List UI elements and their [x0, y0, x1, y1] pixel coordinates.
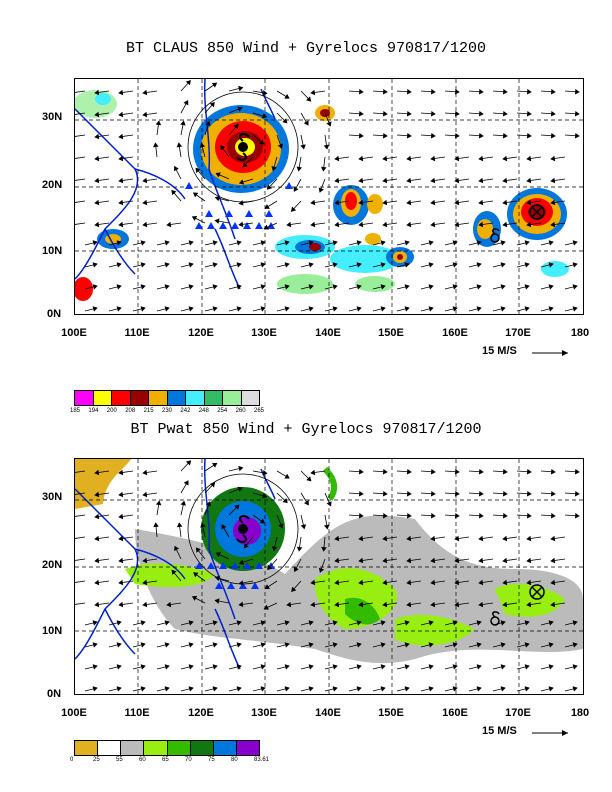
panel1-colorbar-swatch [112, 391, 131, 405]
panel1-colorbar-label: 230 [162, 408, 173, 414]
panel2-scale-arrow [532, 730, 568, 736]
panel2-colorbar-label: 70 [185, 757, 192, 763]
panel1-colorbar-label: 194 [88, 408, 99, 414]
panel1-scale-arrow [532, 350, 568, 356]
panel1-colorbar-label: 215 [143, 408, 154, 414]
panel2-colorbar-label: 75 [208, 757, 215, 763]
panel2-lon-label: 120E [188, 707, 214, 719]
panel1-gyre-circle [187, 91, 299, 203]
panel2-lon-label: 180 [570, 707, 590, 719]
panel1-lat-label: 20N [42, 179, 63, 191]
panel1-lon-label: 130E [251, 327, 277, 339]
panel2-colorbar [74, 740, 260, 756]
panel2-colorbar-swatch [121, 741, 145, 755]
panel2-colorbar-swatch [98, 741, 122, 755]
panel2-colorbar-label: 65 [162, 757, 169, 763]
panel2-lon-label: 170E [505, 707, 531, 719]
panel2-tropical-depression-icon [490, 611, 500, 626]
panel1-tropical-depression-icon [490, 228, 500, 243]
panel1-colorbar-swatch [186, 391, 205, 405]
panel1-gridlines [75, 79, 583, 314]
panel1-map-canvas [75, 79, 583, 314]
panel2-wind-arrows [75, 460, 580, 692]
panel2-gyre-center-icon [529, 584, 545, 600]
panel1-typhoon-symbol [236, 133, 250, 161]
panel1-map [74, 78, 584, 315]
panel2-lon-label: 160E [442, 707, 468, 719]
panel2-colorbar-swatch [144, 741, 168, 755]
panel2-lon-label: 110E [124, 707, 150, 719]
panel1-lon-label: 180 [570, 327, 590, 339]
panel2-colorbar-label: 25 [93, 757, 100, 763]
panel2-title: BT Pwat 850 Wind + Gyrelocs 970817/1200 [130, 421, 482, 438]
panel1-lon-label: 150E [378, 327, 404, 339]
panel1-gyre-markers [185, 182, 293, 229]
panel1-lon-label: 110E [124, 327, 150, 339]
panel1-colorbar-label: 248 [198, 408, 209, 414]
panel1-colorbar-label: 254 [217, 408, 228, 414]
panel2-colorbar-swatch [190, 741, 214, 755]
panel1-colorbar-swatch [223, 391, 242, 405]
panel2-lon-label: 100E [61, 707, 87, 719]
panel1-lon-label: 100E [61, 327, 87, 339]
panel2-lon-label: 150E [378, 707, 404, 719]
panel1-title: BT CLAUS 850 Wind + Gyrelocs 970817/1200 [125, 40, 487, 57]
panel1-coastlines [75, 79, 276, 290]
panel1-colorbar-swatch [241, 391, 259, 405]
panel1-colorbar-label: 242 [180, 408, 191, 414]
panel2-colorbar-label: 0 [70, 757, 74, 763]
panel1-lon-label: 140E [315, 327, 341, 339]
panel2-colorbar-label: 60 [139, 757, 146, 763]
panel2-colorbar-label: 80 [231, 757, 238, 763]
panel1-colorbar [74, 390, 260, 406]
panel2-lat-label: 10N [42, 625, 63, 637]
panel2-map-canvas [75, 459, 583, 694]
panel1-colorbar-label: 265 [254, 408, 265, 414]
panel1-colorbar-swatch [93, 391, 112, 405]
panel2-lat-label: 30N [42, 491, 63, 503]
panel1-wind-arrows [75, 80, 580, 312]
panel2-colorbar-swatch [75, 741, 99, 755]
panel2-lon-label: 130E [251, 707, 277, 719]
panel2-colorbar-swatch [213, 741, 237, 755]
panel1-colorbar-swatch [204, 391, 223, 405]
panel2-colorbar-label: 83.61 [254, 757, 270, 763]
panel2-pwat-field [75, 459, 583, 664]
panel1-colorbar-swatch [75, 391, 94, 405]
panel1-lon-label: 160E [442, 327, 468, 339]
panel2-lat-label: 20N [42, 559, 63, 571]
panel1-colorbar-label: 185 [70, 408, 81, 414]
panel2-colorbar-swatch [236, 741, 259, 755]
panel1-colorbar-label: 260 [235, 408, 246, 414]
panel1-colorbar-label: 208 [125, 408, 136, 414]
panel1-lat-label: 0N [47, 308, 62, 320]
panel2-gridlines [75, 459, 583, 694]
panel2-colorbar-swatch [167, 741, 191, 755]
panel2-lat-label: 0N [47, 688, 62, 700]
panel2-colorbar-label: 55 [116, 757, 123, 763]
panel1-lon-label: 120E [188, 327, 214, 339]
panel1-colorbar-swatch [167, 391, 186, 405]
panel1-colorbar-swatch [130, 391, 149, 405]
panel2-typhoon-symbol [236, 515, 250, 543]
panel1-gyre-center-icon [529, 204, 545, 220]
panel2-map [74, 458, 584, 695]
panel1-colorbar-swatch [149, 391, 168, 405]
panel2-lon-label: 140E [315, 707, 341, 719]
panel1-lat-label: 30N [42, 111, 63, 123]
panel1-scale-label: 15 M/S [482, 345, 517, 357]
panel1-colorbar-label: 200 [106, 408, 117, 414]
panel1-lat-label: 10N [42, 245, 63, 257]
panel1-cloud-field [75, 90, 569, 301]
panel2-scale-label: 15 M/S [482, 725, 517, 737]
panel1-lon-label: 170E [505, 327, 531, 339]
